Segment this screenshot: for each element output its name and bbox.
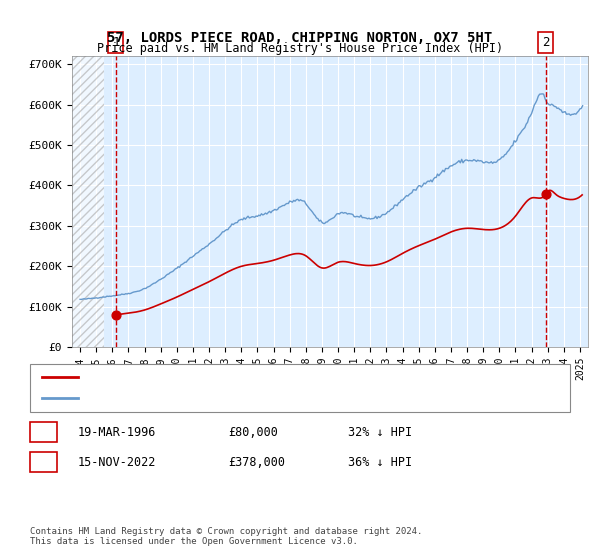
Text: 1: 1 — [112, 36, 119, 49]
Text: 15-NOV-2022: 15-NOV-2022 — [78, 455, 157, 469]
Point — [541, 190, 551, 199]
Text: 32% ↓ HPI: 32% ↓ HPI — [348, 426, 412, 439]
Point — [111, 310, 121, 319]
Text: Price paid vs. HM Land Registry's House Price Index (HPI): Price paid vs. HM Land Registry's House … — [97, 42, 503, 55]
Text: Contains HM Land Registry data © Crown copyright and database right 2024.
This d: Contains HM Land Registry data © Crown c… — [30, 526, 422, 546]
Text: 57, LORDS PIECE ROAD, CHIPPING NORTON, OX7 5HT: 57, LORDS PIECE ROAD, CHIPPING NORTON, O… — [107, 31, 493, 45]
Text: 36% ↓ HPI: 36% ↓ HPI — [348, 455, 412, 469]
Text: 57, LORDS PIECE ROAD, CHIPPING NORTON, OX7 5HT (detached house): 57, LORDS PIECE ROAD, CHIPPING NORTON, O… — [84, 372, 478, 382]
Text: £80,000: £80,000 — [228, 426, 278, 439]
Text: HPI: Average price, detached house, West Oxfordshire: HPI: Average price, detached house, West… — [84, 393, 409, 403]
Text: 2: 2 — [542, 36, 550, 49]
Text: 1: 1 — [40, 426, 47, 439]
Text: £378,000: £378,000 — [228, 455, 285, 469]
Bar — [72, 56, 104, 347]
Text: 19-MAR-1996: 19-MAR-1996 — [78, 426, 157, 439]
Text: 2: 2 — [40, 455, 47, 469]
